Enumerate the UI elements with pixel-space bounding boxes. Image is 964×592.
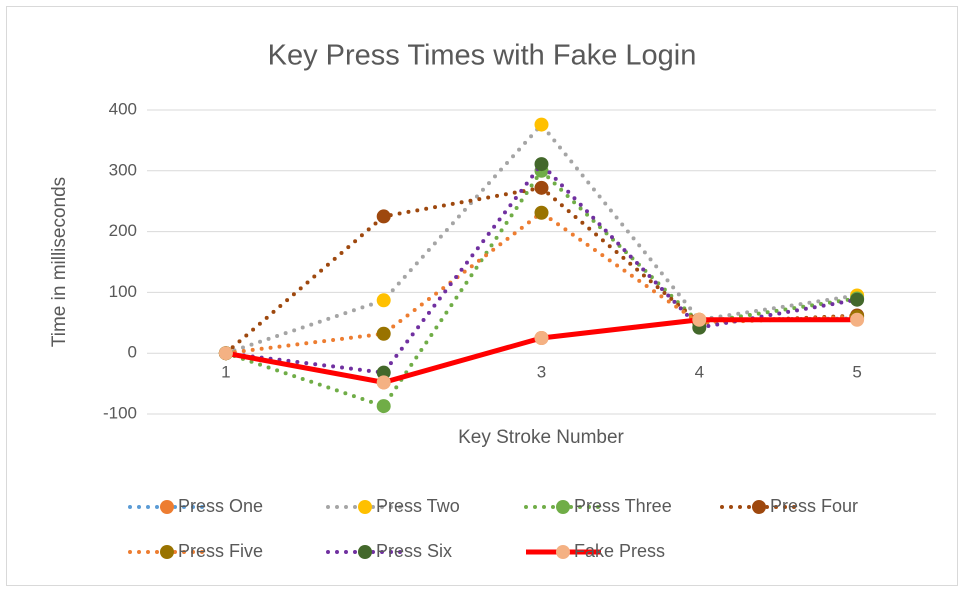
- legend-label: Press One: [178, 496, 263, 516]
- chart-border: [6, 6, 958, 586]
- data-point: [376, 399, 391, 414]
- legend-marker: [556, 500, 570, 514]
- x-tick-label: 5: [852, 363, 861, 382]
- legend-marker: [358, 500, 372, 514]
- y-tick-label: 400: [109, 99, 137, 118]
- x-tick-label: 3: [537, 363, 546, 382]
- data-point: [850, 312, 865, 327]
- legend-marker: [160, 545, 174, 559]
- data-point: [534, 180, 549, 195]
- legend-label: Press Four: [770, 496, 858, 516]
- legend-marker: [358, 545, 372, 559]
- legend-marker: [752, 500, 766, 514]
- data-point: [534, 157, 549, 172]
- legend-marker: [556, 545, 570, 559]
- y-tick-label: 200: [109, 221, 137, 240]
- data-point: [850, 292, 865, 307]
- data-point: [376, 326, 391, 341]
- data-point: [534, 331, 549, 345]
- data-point: [376, 375, 391, 390]
- chart-title: Key Press Times with Fake Login: [268, 40, 697, 72]
- data-point: [376, 365, 391, 380]
- x-tick-label: 1: [221, 363, 230, 382]
- legend-label: Press Two: [376, 496, 460, 516]
- y-tick-label: -100: [103, 403, 137, 422]
- legend-label: Press Six: [376, 541, 452, 561]
- data-point: [376, 209, 391, 224]
- data-point: [218, 346, 233, 361]
- legend-marker: [160, 500, 174, 514]
- data-point: [534, 117, 549, 132]
- legend-label: Fake Press: [574, 541, 665, 561]
- data-point: [534, 205, 549, 220]
- x-tick-label: 4: [695, 363, 704, 382]
- data-point: [376, 293, 391, 308]
- x-axis-label: Key Stroke Number: [458, 427, 624, 448]
- y-tick-label: 0: [128, 343, 137, 362]
- legend-label: Press Three: [574, 496, 672, 516]
- legend-label: Press Five: [178, 541, 263, 561]
- y-tick-label: 100: [109, 282, 137, 301]
- y-tick-label: 300: [109, 160, 137, 179]
- y-axis-label: Time in milliseconds: [49, 177, 70, 347]
- data-point: [692, 312, 707, 327]
